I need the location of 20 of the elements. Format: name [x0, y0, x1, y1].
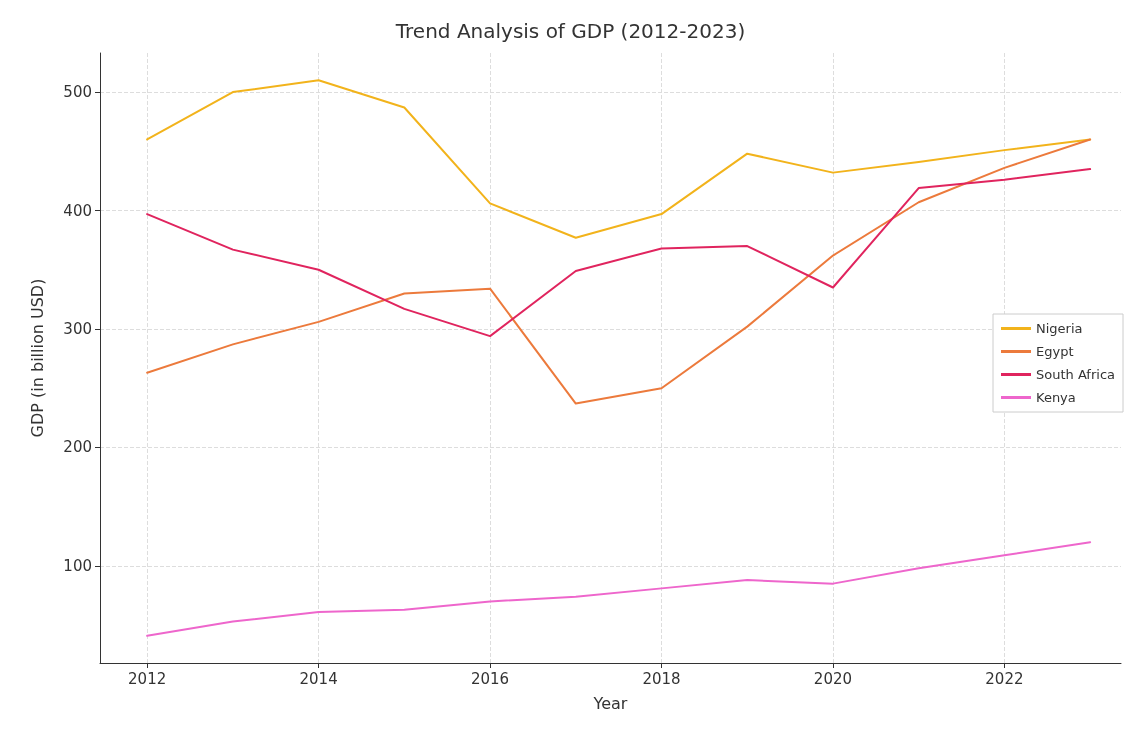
y-tick-label: 400	[63, 201, 92, 220]
legend-label: Nigeria	[1036, 321, 1083, 336]
y-tick-label: 100	[63, 556, 92, 575]
x-tick-label: 2018	[642, 669, 681, 688]
x-tick-label: 2020	[813, 669, 853, 688]
y-tick-label: 300	[63, 319, 92, 338]
y-tick-label: 500	[63, 83, 92, 102]
x-tick-label: 2016	[470, 669, 510, 688]
line-series	[146, 541, 1092, 637]
x-tick-label: 2022	[985, 669, 1024, 688]
y-axis-title: GDP (in billion USD)	[27, 278, 47, 438]
x-tick-label: 2014	[299, 669, 338, 688]
x-tick-label: 2012	[128, 669, 167, 688]
legend-label: South Africa	[1036, 367, 1116, 382]
line-series	[146, 168, 1092, 338]
legend-label: Egypt	[1036, 344, 1074, 359]
x-axis-title: Year	[592, 693, 628, 713]
y-tick-label: 200	[63, 438, 92, 457]
chart-title: Trend Analysis of GDP (2012-2023)	[394, 19, 746, 43]
legend-label: Kenya	[1036, 390, 1076, 405]
